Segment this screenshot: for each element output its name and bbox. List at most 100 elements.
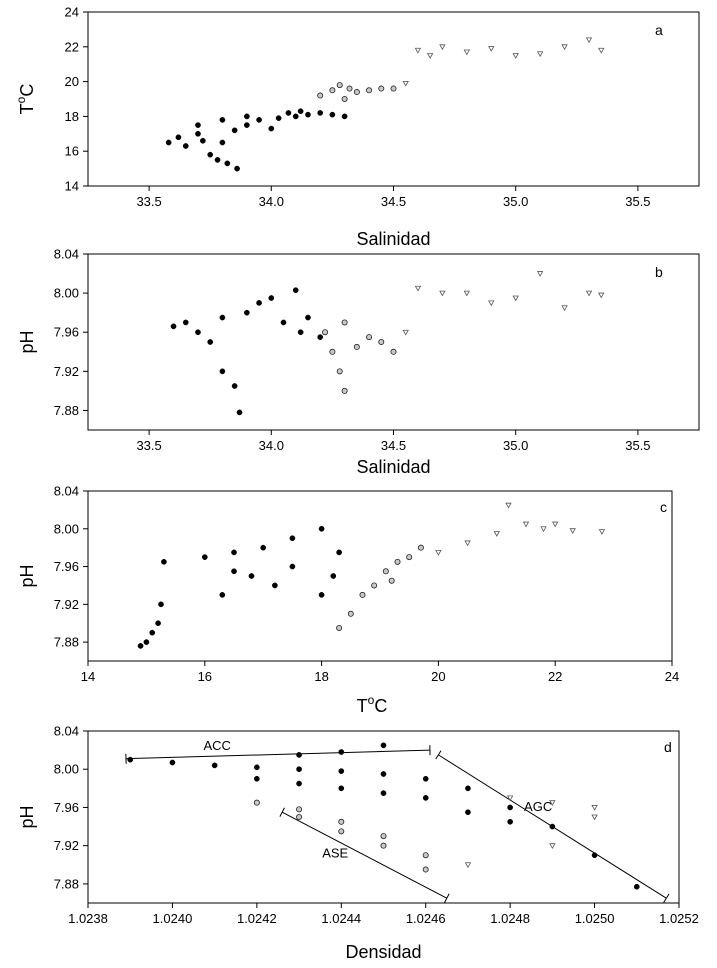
series-grey-circle bbox=[317, 82, 397, 103]
y-tick-label: 7.92 bbox=[54, 364, 79, 379]
data-point bbox=[463, 290, 470, 297]
data-point bbox=[341, 96, 348, 103]
data-point bbox=[380, 833, 387, 840]
y-axis-label-main: pH bbox=[17, 805, 37, 828]
y-tick-label: 7.88 bbox=[54, 876, 79, 891]
panel-letter: a bbox=[655, 22, 663, 38]
data-point bbox=[390, 348, 397, 355]
data-point bbox=[346, 85, 353, 92]
data-point bbox=[402, 329, 409, 336]
data-point bbox=[219, 139, 226, 146]
panel-d: 1.0238 1.0240 1.0242 1.0244 1.0246 1.0248 1.02… bbox=[17, 724, 699, 963]
series-filled-circle bbox=[127, 742, 640, 890]
data-point bbox=[598, 292, 605, 299]
x-tick-label: 34.0 bbox=[259, 438, 284, 453]
data-point bbox=[512, 53, 519, 59]
panel-b: 33.5 34.0 34.5 35.0 35.5 7.88 7.92 7.96 8.00 8.04… bbox=[17, 247, 700, 477]
data-point bbox=[158, 601, 164, 608]
data-point bbox=[285, 110, 292, 116]
data-point bbox=[224, 160, 231, 167]
y-tick-label: 7.88 bbox=[54, 403, 79, 418]
data-point bbox=[549, 800, 556, 806]
data-point bbox=[536, 271, 544, 277]
series-filled-circle bbox=[165, 108, 348, 172]
data-point bbox=[422, 775, 429, 782]
data-point bbox=[231, 383, 238, 389]
annotation-line bbox=[125, 749, 430, 760]
data-point bbox=[378, 85, 385, 92]
data-point bbox=[155, 620, 161, 627]
data-point bbox=[244, 309, 250, 316]
data-point bbox=[338, 818, 345, 825]
data-point bbox=[260, 544, 267, 551]
data-point bbox=[591, 852, 598, 859]
y-tick-label: 7.96 bbox=[54, 800, 79, 815]
data-point bbox=[289, 535, 296, 542]
data-point bbox=[507, 804, 513, 811]
data-point bbox=[170, 323, 177, 330]
panel-letter: b bbox=[655, 264, 663, 280]
x-tick-label: 34.0 bbox=[259, 194, 284, 209]
series-triangle bbox=[435, 502, 606, 556]
data-point bbox=[380, 790, 387, 796]
y-tick-label: 8.00 bbox=[54, 286, 79, 301]
data-point bbox=[244, 113, 250, 120]
data-point bbox=[512, 295, 519, 302]
data-point bbox=[195, 329, 201, 336]
x-tick-label: 1.0244 bbox=[321, 911, 361, 926]
panel-letter: c bbox=[660, 499, 667, 515]
data-point bbox=[322, 329, 329, 336]
annotation-endcap bbox=[435, 750, 442, 760]
panel-letter: d bbox=[664, 739, 672, 755]
x-tick-label: 35.0 bbox=[503, 194, 528, 209]
x-tick-label: 1.0240 bbox=[153, 911, 193, 926]
data-point bbox=[149, 629, 156, 636]
x-tick-label: 1.0246 bbox=[406, 911, 446, 926]
data-point bbox=[231, 127, 238, 134]
data-point bbox=[336, 368, 343, 375]
y-axis-label-sup: o bbox=[14, 96, 28, 103]
data-point bbox=[268, 295, 275, 301]
data-point bbox=[439, 290, 446, 297]
data-point bbox=[318, 592, 325, 598]
data-point bbox=[207, 151, 214, 158]
x-tick-label: 35.5 bbox=[625, 438, 650, 453]
data-point bbox=[161, 558, 167, 565]
data-point bbox=[169, 759, 176, 766]
data-point bbox=[305, 111, 311, 118]
y-tick-label: 22 bbox=[65, 39, 79, 54]
x-tick-label: 34.5 bbox=[381, 194, 406, 209]
x-tick-label: 35.5 bbox=[625, 194, 650, 209]
series-triangle bbox=[464, 795, 598, 869]
data-point bbox=[219, 117, 226, 123]
x-axis-label-main: Salinidad bbox=[356, 229, 430, 249]
annotation-label: ASE bbox=[322, 846, 348, 861]
y-tick-label: 20 bbox=[65, 74, 79, 89]
data-point bbox=[549, 843, 556, 849]
y-axis-label: ToC bbox=[14, 84, 37, 115]
data-point bbox=[296, 806, 303, 813]
data-point bbox=[406, 554, 413, 561]
data-point bbox=[231, 568, 237, 575]
x-tick-label: 14 bbox=[81, 669, 95, 684]
data-point bbox=[127, 756, 134, 763]
data-point bbox=[268, 125, 275, 132]
data-point bbox=[200, 137, 206, 144]
data-point bbox=[182, 319, 189, 326]
data-point bbox=[493, 531, 500, 537]
data-point bbox=[165, 139, 172, 146]
data-point bbox=[366, 334, 373, 341]
data-point bbox=[540, 526, 547, 533]
data-point bbox=[296, 814, 303, 821]
data-point bbox=[195, 130, 201, 137]
y-axis-label-main: pH bbox=[17, 564, 37, 587]
data-point bbox=[561, 305, 568, 312]
data-point bbox=[317, 110, 324, 116]
data-point bbox=[329, 348, 336, 355]
x-axis-label-sup: o bbox=[368, 693, 375, 707]
y-axis-label-main: pH bbox=[17, 330, 37, 353]
data-point bbox=[380, 771, 387, 777]
data-point bbox=[201, 554, 208, 560]
data-point bbox=[633, 883, 640, 890]
